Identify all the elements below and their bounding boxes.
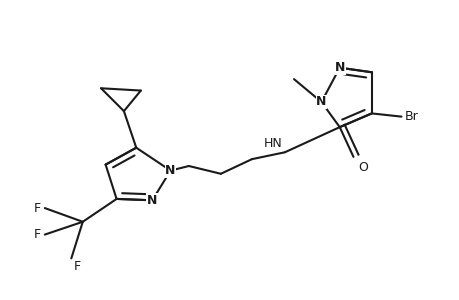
Text: F: F	[34, 202, 41, 214]
Text: N: N	[334, 61, 344, 74]
Text: N: N	[147, 194, 157, 207]
Text: N: N	[316, 95, 326, 109]
Text: F: F	[34, 228, 41, 241]
Text: HN: HN	[263, 137, 282, 150]
Text: Br: Br	[404, 110, 418, 123]
Text: F: F	[73, 260, 81, 273]
Text: N: N	[165, 164, 175, 177]
Text: O: O	[357, 161, 367, 174]
